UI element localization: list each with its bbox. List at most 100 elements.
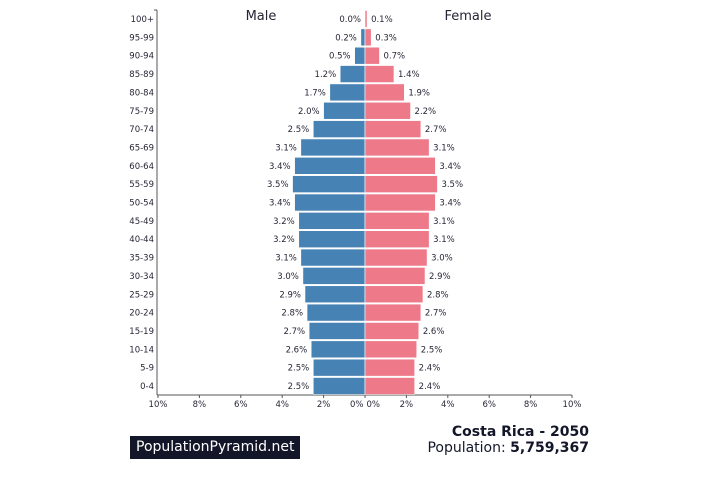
- male-bar: [306, 303, 366, 322]
- female-value-label: 3.1%: [433, 217, 455, 227]
- female-bar: [364, 138, 430, 157]
- female-value-label: 2.8%: [427, 290, 449, 300]
- male-bar: [339, 65, 366, 83]
- country-year-title: Costa Rica - 2050: [451, 424, 589, 440]
- age-group-label: 5-9: [140, 364, 154, 374]
- female-value-label: 3.4%: [439, 162, 461, 172]
- age-group-label: 70-74: [129, 125, 154, 135]
- female-bar: [364, 285, 424, 304]
- population-line: Population: 5,759,367: [427, 440, 589, 456]
- female-value-label: 3.4%: [439, 199, 461, 209]
- male-bar: [360, 28, 366, 47]
- x-tick-label: 8%: [193, 400, 207, 410]
- male-value-label: 2.8%: [281, 309, 303, 319]
- male-bar: [294, 157, 366, 175]
- age-group-label: 60-64: [129, 162, 154, 172]
- chart-info: Costa Rica - 2050 Population: 5,759,367: [427, 424, 589, 456]
- male-value-label: 1.7%: [304, 88, 326, 98]
- male-value-label: 2.9%: [279, 290, 301, 300]
- female-value-label: 2.6%: [423, 327, 445, 337]
- age-group-label: 40-44: [129, 235, 154, 245]
- age-group-label: 80-84: [129, 88, 154, 98]
- male-value-label: 3.4%: [269, 162, 291, 172]
- female-bar: [364, 193, 436, 212]
- female-bar: [364, 10, 368, 28]
- female-value-label: 0.7%: [383, 52, 405, 62]
- male-title: Male: [246, 9, 277, 24]
- male-bar: [312, 358, 366, 377]
- female-bar: [364, 212, 430, 230]
- x-tick-label: 4%: [275, 400, 289, 410]
- female-value-label: 2.4%: [419, 382, 441, 392]
- x-tick-label: 2%: [400, 400, 414, 410]
- male-bar: [298, 212, 366, 230]
- female-value-label: 2.4%: [419, 364, 441, 374]
- male-value-label: 2.7%: [284, 327, 306, 337]
- female-bar: [364, 28, 372, 47]
- male-value-label: 3.0%: [277, 272, 299, 282]
- female-value-label: 2.9%: [429, 272, 451, 282]
- male-value-label: 3.5%: [267, 180, 289, 190]
- age-group-label: 20-24: [129, 309, 154, 319]
- male-bar: [294, 193, 366, 212]
- female-bar: [364, 322, 420, 340]
- male-bar: [298, 230, 366, 248]
- male-value-label: 2.5%: [288, 125, 310, 135]
- age-group-label: 75-79: [129, 107, 154, 117]
- population-label: Population:: [427, 440, 506, 456]
- female-bar: [364, 267, 426, 285]
- x-tick-label: 6%: [234, 400, 248, 410]
- female-value-label: 1.9%: [408, 88, 430, 98]
- male-bar: [308, 322, 366, 340]
- female-bar: [364, 175, 438, 193]
- male-value-label: 3.2%: [273, 235, 295, 245]
- x-tick-label: 10%: [563, 400, 582, 410]
- x-tick-label: 0%: [350, 400, 364, 410]
- male-bar: [310, 340, 366, 359]
- age-group-label: 10-14: [129, 345, 154, 355]
- x-tick-label: 2%: [317, 400, 331, 410]
- age-group-label: 65-69: [129, 143, 154, 153]
- female-value-label: 2.7%: [425, 309, 447, 319]
- male-bar: [312, 120, 366, 138]
- female-bar: [364, 248, 428, 267]
- female-value-label: 3.1%: [433, 235, 455, 245]
- female-bar: [364, 340, 418, 359]
- female-value-label: 2.7%: [425, 125, 447, 135]
- male-value-label: 3.4%: [269, 199, 291, 209]
- male-value-label: 3.1%: [275, 143, 297, 153]
- female-value-label: 1.4%: [398, 70, 420, 80]
- female-bar: [364, 46, 380, 65]
- male-value-label: 2.0%: [298, 107, 320, 117]
- male-value-label: 0.2%: [335, 33, 357, 43]
- x-tick-label: 6%: [482, 400, 496, 410]
- age-group-label: 35-39: [129, 254, 154, 264]
- age-group-label: 50-54: [129, 199, 154, 209]
- male-value-label: 0.5%: [329, 52, 351, 62]
- female-value-label: 0.3%: [375, 33, 397, 43]
- male-value-label: 2.6%: [286, 345, 308, 355]
- age-group-label: 95-99: [129, 33, 154, 43]
- female-bar: [364, 157, 436, 175]
- x-tick-label: 0%: [367, 400, 381, 410]
- age-group-label: 100+: [131, 15, 154, 25]
- age-group-label: 0-4: [140, 382, 154, 392]
- male-value-label: 1.2%: [315, 70, 337, 80]
- female-bar: [364, 83, 405, 102]
- male-bar: [300, 138, 366, 157]
- female-bar: [364, 65, 395, 83]
- male-bar: [304, 285, 366, 304]
- male-value-label: 0.0%: [339, 15, 361, 25]
- age-group-label: 55-59: [129, 180, 154, 190]
- x-tick-label: 10%: [149, 400, 168, 410]
- brand-logo[interactable]: PopulationPyramid.net: [130, 436, 301, 459]
- male-bar: [354, 46, 366, 65]
- female-value-label: 3.0%: [431, 254, 453, 264]
- male-value-label: 3.2%: [273, 217, 295, 227]
- x-tick-label: 4%: [441, 400, 455, 410]
- male-value-label: 2.5%: [288, 364, 310, 374]
- male-value-label: 3.1%: [275, 254, 297, 264]
- female-bar: [364, 303, 422, 322]
- x-tick-label: 8%: [524, 400, 538, 410]
